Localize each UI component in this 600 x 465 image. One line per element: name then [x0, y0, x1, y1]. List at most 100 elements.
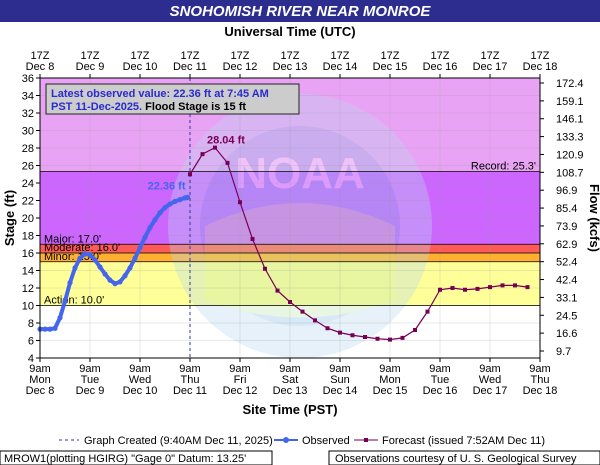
y-tick-label: 18 — [22, 231, 34, 243]
x-top-tick-label: Dec 9 — [76, 61, 105, 73]
x-top-tick-label: Dec 8 — [26, 61, 55, 73]
observed-point — [137, 245, 143, 251]
x-tick-label: Sun — [330, 374, 350, 386]
x-tick-label: 9am — [379, 363, 400, 375]
observed-series — [37, 194, 191, 332]
y-tick-label: 4 — [28, 353, 34, 365]
observed-point — [142, 234, 148, 240]
y-tick-label: 16 — [22, 248, 34, 260]
x-top-tick-label: 17Z — [331, 50, 350, 62]
observed-point — [184, 194, 191, 200]
footer-left-text: MROW1(plotting HGIRG) "Gage 0" Datum: 13… — [4, 453, 246, 465]
y2-tick-label: 73.9 — [556, 221, 577, 233]
legend-observed-label: Observed — [302, 435, 350, 447]
forecast-series — [188, 145, 530, 342]
x-tick-label: 9am — [329, 363, 350, 375]
x-tick-label: 9am — [479, 363, 500, 375]
observed-point — [117, 279, 123, 285]
zone-moderate — [40, 244, 540, 253]
forecast-point — [488, 285, 492, 290]
zone-major — [40, 171, 540, 245]
x-tick-label: Dec 13 — [273, 385, 308, 397]
threshold-label: Record: 25.3' — [471, 161, 536, 173]
forecast-point — [363, 335, 367, 339]
forecast-point — [350, 333, 355, 338]
x-tick-label: Thu — [531, 374, 550, 386]
y2-tick-label: 120.9 — [556, 149, 584, 161]
x-top-tick-label: Dec 15 — [373, 61, 408, 73]
x-tick-label: Mon — [29, 374, 50, 386]
latest-value-label: 22.36 ft — [148, 180, 186, 192]
x-top-tick-label: Dec 16 — [423, 61, 458, 73]
y-tick-label: 20 — [22, 213, 34, 225]
observed-point — [72, 265, 78, 271]
forecast-point — [313, 318, 317, 323]
y-tick-label: 24 — [22, 178, 34, 190]
x-tick-label: 9am — [129, 363, 150, 375]
forecast-point — [438, 287, 442, 292]
y2-tick-label: 108.7 — [556, 167, 584, 179]
observed-point — [62, 298, 68, 304]
x-top-tick-label: 17Z — [131, 50, 150, 62]
x-tick-label: Fri — [234, 374, 247, 386]
zone-action — [40, 261, 540, 306]
forecast-point — [238, 200, 242, 205]
forecast-point — [513, 283, 517, 288]
x-tick-label: 9am — [79, 363, 100, 375]
y2-tick-label: 52.4 — [556, 257, 577, 269]
x-tick-label: 9am — [429, 363, 450, 375]
title-banner — [0, 0, 600, 22]
x-top-tick-label: Dec 10 — [123, 61, 158, 73]
y-tick-label: 26 — [22, 161, 34, 173]
x-top-tick-label: 17Z — [81, 50, 100, 62]
observed-point — [52, 325, 58, 331]
x-tick-label: Dec 15 — [373, 385, 408, 397]
y2-tick-label: 9.7 — [556, 346, 571, 358]
y-tick-label: 6 — [28, 336, 34, 348]
x-tick-label: 9am — [529, 363, 550, 375]
y-tick-label: 12 — [22, 283, 34, 295]
x-top-tick-label: 17Z — [381, 50, 400, 62]
forecast-point — [188, 172, 192, 177]
y-axis-title: Stage (ft) — [2, 190, 17, 246]
footer-right-box — [328, 450, 600, 465]
x-tick-label: Tue — [81, 374, 100, 386]
forecast-point — [525, 285, 530, 290]
forecast-point — [425, 309, 430, 314]
observed-point — [157, 210, 163, 216]
x-tick-label: Mon — [379, 374, 400, 386]
watermark-letters: NOAA — [235, 149, 365, 198]
forecast-point — [500, 283, 505, 288]
annotation-line-1: Latest observed value: 22.36 ft at 7:45 … — [51, 88, 269, 100]
x-tick-label: 9am — [29, 363, 50, 375]
observed-point — [147, 225, 153, 231]
x-tick-label: Dec 12 — [223, 385, 258, 397]
y2-tick-label: 85.4 — [556, 203, 577, 215]
x-top-tick-label: 17Z — [281, 50, 300, 62]
legend-created-label: Graph Created (9:40AM Dec 11, 2025) — [84, 435, 273, 447]
forecast-point — [463, 287, 467, 292]
legend-observed-marker — [283, 437, 289, 443]
forecast-point — [338, 330, 342, 335]
x-tick-label: 9am — [179, 363, 200, 375]
zone-minor — [40, 253, 540, 262]
observed-point — [47, 326, 53, 332]
observed-point — [127, 265, 133, 271]
x-tick-label: Dec 18 — [523, 385, 558, 397]
x-top-tick-label: 17Z — [481, 50, 500, 62]
observed-point — [132, 255, 138, 261]
x-tick-label: Tue — [431, 374, 450, 386]
forecast-point — [213, 145, 217, 150]
observed-point — [172, 198, 178, 204]
observed-point — [152, 217, 158, 223]
x-top-tick-label: Dec 13 — [273, 61, 308, 73]
y-tick-label: 22 — [22, 196, 34, 208]
latest-observation-box: Latest observed value: 22.36 ft at 7:45 … — [45, 83, 300, 115]
forecast-point — [300, 309, 305, 314]
y2-tick-label: 96.9 — [556, 185, 577, 197]
annotation-line-2a: PST 11-Dec-2025. — [51, 101, 142, 113]
y2-tick-label: 159.1 — [556, 96, 584, 108]
axes: 4 6 8 10 12 14 16 18 20 22 24 26 28 30 32 34 36 9.7 16.6 24… — [22, 50, 584, 397]
observed-point — [82, 251, 88, 257]
